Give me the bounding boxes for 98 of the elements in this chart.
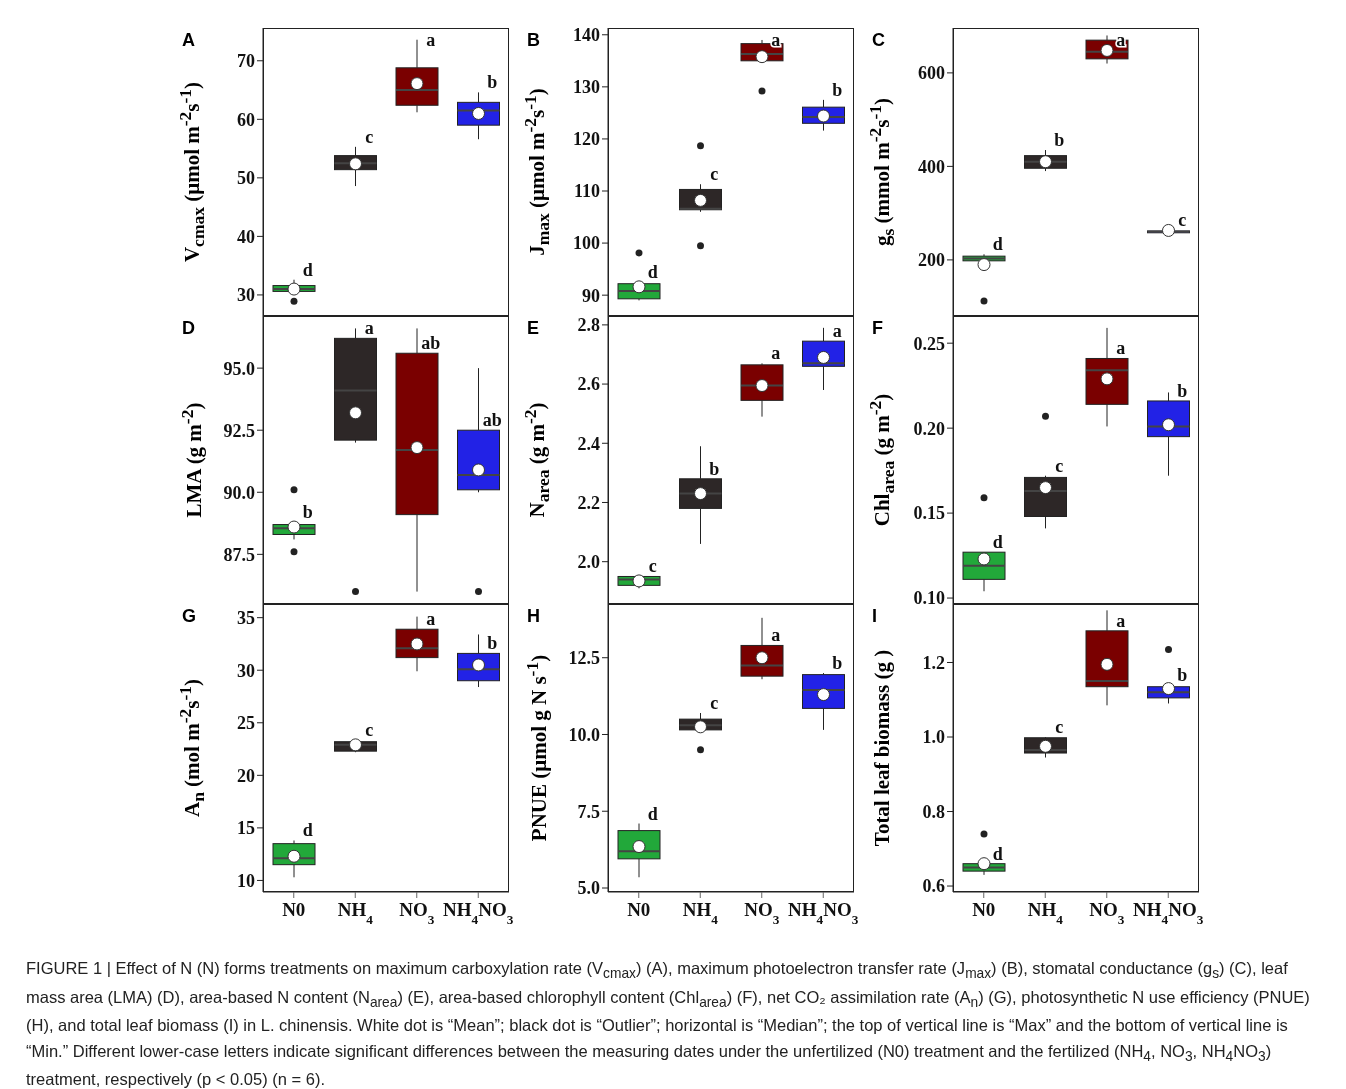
x-tick-label: NH$_{4}$NO$_{3}$	[443, 899, 514, 927]
y-tick-label: 87.5	[223, 544, 255, 565]
y-tick-label: 140	[573, 25, 600, 46]
x-tick-label: N0	[627, 899, 651, 920]
annotation: b	[832, 79, 843, 100]
annotation: a	[832, 321, 842, 342]
y-tick-label: 0.20	[913, 418, 945, 439]
annotation: a	[1116, 338, 1126, 359]
y-tick-label: 60	[237, 109, 255, 130]
chart-title: F	[872, 318, 883, 339]
y-tick-label: 10.0	[568, 724, 600, 745]
y-tick-label: 92.5	[223, 420, 255, 441]
annotation: d	[992, 843, 1003, 864]
x-tick-label: NH$_{4}$	[682, 899, 719, 927]
chart-title: C	[872, 30, 885, 51]
y-tick-label: 120	[573, 129, 600, 150]
y-tick-label: 20	[237, 765, 255, 786]
annotation: d	[302, 820, 313, 841]
annotation: b	[709, 458, 720, 479]
y-tick-label: 2.0	[577, 552, 600, 573]
annotation: b	[1177, 380, 1188, 401]
y-tick-label: 400	[918, 156, 945, 177]
y-tick-label: 110	[573, 181, 600, 202]
x-tick-label: NH$_{4}$NO$_{3}$	[1133, 899, 1204, 927]
y-axis-title: Total leaf biomass (g )	[869, 649, 895, 847]
y-tick-label: 0.25	[913, 333, 945, 354]
annotation: d	[992, 532, 1003, 553]
annotation: b	[1054, 130, 1065, 151]
annotation: d	[647, 262, 658, 283]
y-tick-label: 25	[237, 713, 255, 734]
chart-title: I	[872, 606, 878, 627]
annotation: a	[426, 30, 436, 50]
x-tick-label: NO$_{3}$	[744, 899, 780, 927]
y-tick-label: 10	[237, 870, 255, 891]
y-tick-label: 15	[237, 818, 255, 839]
y-tick-label: 130	[573, 77, 600, 98]
chart-title: D	[182, 318, 195, 339]
chart-title: A	[182, 30, 195, 51]
y-tick-label: 1.2	[922, 652, 945, 673]
y-tick-label: 1.0	[922, 727, 945, 748]
y-tick-label: 0.15	[913, 503, 945, 524]
y-tick-label: 2.2	[577, 492, 600, 513]
x-tick-label: NO$_{3}$	[399, 899, 435, 927]
y-tick-label: 90	[582, 285, 600, 306]
annotation: c	[710, 164, 719, 185]
y-tick-label: 35	[237, 608, 255, 629]
y-tick-label: 5.0	[577, 878, 600, 899]
y-tick-label: 30	[237, 285, 255, 306]
annotation: ab	[482, 410, 502, 431]
annotation: b	[487, 72, 498, 93]
annotation: c	[1055, 717, 1064, 738]
x-tick-label: N0	[282, 899, 306, 920]
annotation: b	[487, 633, 498, 654]
y-tick-label: 50	[237, 168, 255, 189]
x-tick-label: N0	[972, 899, 996, 920]
annotation: ab	[421, 333, 441, 354]
y-tick-label: 2.4	[577, 433, 600, 454]
annotation: c	[1055, 455, 1064, 476]
y-tick-label: 0.10	[913, 588, 945, 609]
chart-title: G	[182, 606, 197, 627]
x-tick-label: NH$_{4}$	[337, 899, 374, 927]
y-tick-label: 600	[918, 63, 945, 84]
y-tick-label: 12.5	[568, 648, 600, 669]
x-tick-label: NH$_{4}$NO$_{3}$	[788, 899, 859, 927]
y-tick-label: 200	[918, 250, 945, 271]
chart-title: H	[527, 606, 540, 627]
y-tick-label: 7.5	[577, 801, 600, 822]
y-tick-label: 90.0	[223, 482, 255, 503]
annotation: c	[710, 693, 719, 713]
annotation: d	[302, 259, 313, 280]
annotation: c	[1178, 210, 1187, 231]
y-tick-label: 100	[573, 233, 600, 254]
annotation: d	[992, 234, 1003, 255]
y-tick-label: 0.6	[922, 876, 945, 897]
y-tick-label: 40	[237, 226, 255, 247]
annotation: b	[302, 502, 313, 523]
annotation: b	[832, 653, 843, 674]
text: FIGURE 1 | Effect of N (N) forms treatments on maximum carboxylation rate (V$_{cmax}$) (A), maximum photoelectron transfer rate (J$_{max}$) (B), stomatal conductance (g$_{s}$) (C), leaf mass area (LMA) (D), area-based N content (N$_{area}$) (E), area-based chlorophyll content (Chl$_{area}$) (F), net CO₂ assimilation rate (A$_{n}$) (G), photosynthetic N use efficiency (PNUE) (H), and total leaf biomass (I) in L. chinensis. White dot is “Mean”; black dot is “Outlier”; horizontal is “Median”; the top of vertical line is “Max” and the bottom of vertical line is “Min.” Different lower-case letters indicate significant differences between the measuring dates under the unfertilized (N0) treatment and the fertilized (NH$_{4}$, NO$_{3}$, NH$_{4}$NO$_{3}$) treatment, respectively (p < 0.05) (n = 6).	[26, 959, 1310, 1089]
chart-title: E	[527, 318, 540, 339]
annotation: c	[648, 556, 657, 577]
annotation: b	[1177, 664, 1188, 685]
annotation: a	[771, 625, 781, 646]
y-tick-label: 0.8	[922, 801, 945, 822]
annotation: a	[771, 343, 781, 364]
chart-title: B	[527, 30, 540, 51]
y-tick-label: 95.0	[223, 358, 255, 379]
annotation: c	[365, 126, 374, 147]
annotation: d	[647, 803, 658, 824]
y-tick-label: 70	[237, 51, 255, 72]
annotation: c	[365, 719, 374, 740]
y-tick-label: 2.6	[577, 374, 600, 395]
x-tick-label: NH$_{4}$	[1027, 899, 1064, 927]
x-tick-label: NO$_{3}$	[1089, 899, 1125, 927]
annotation: a	[426, 609, 436, 630]
y-tick-label: 2.8	[577, 315, 600, 336]
annotation: a	[364, 318, 374, 338]
annotation: a	[1116, 610, 1126, 631]
y-tick-label: 30	[237, 660, 255, 681]
